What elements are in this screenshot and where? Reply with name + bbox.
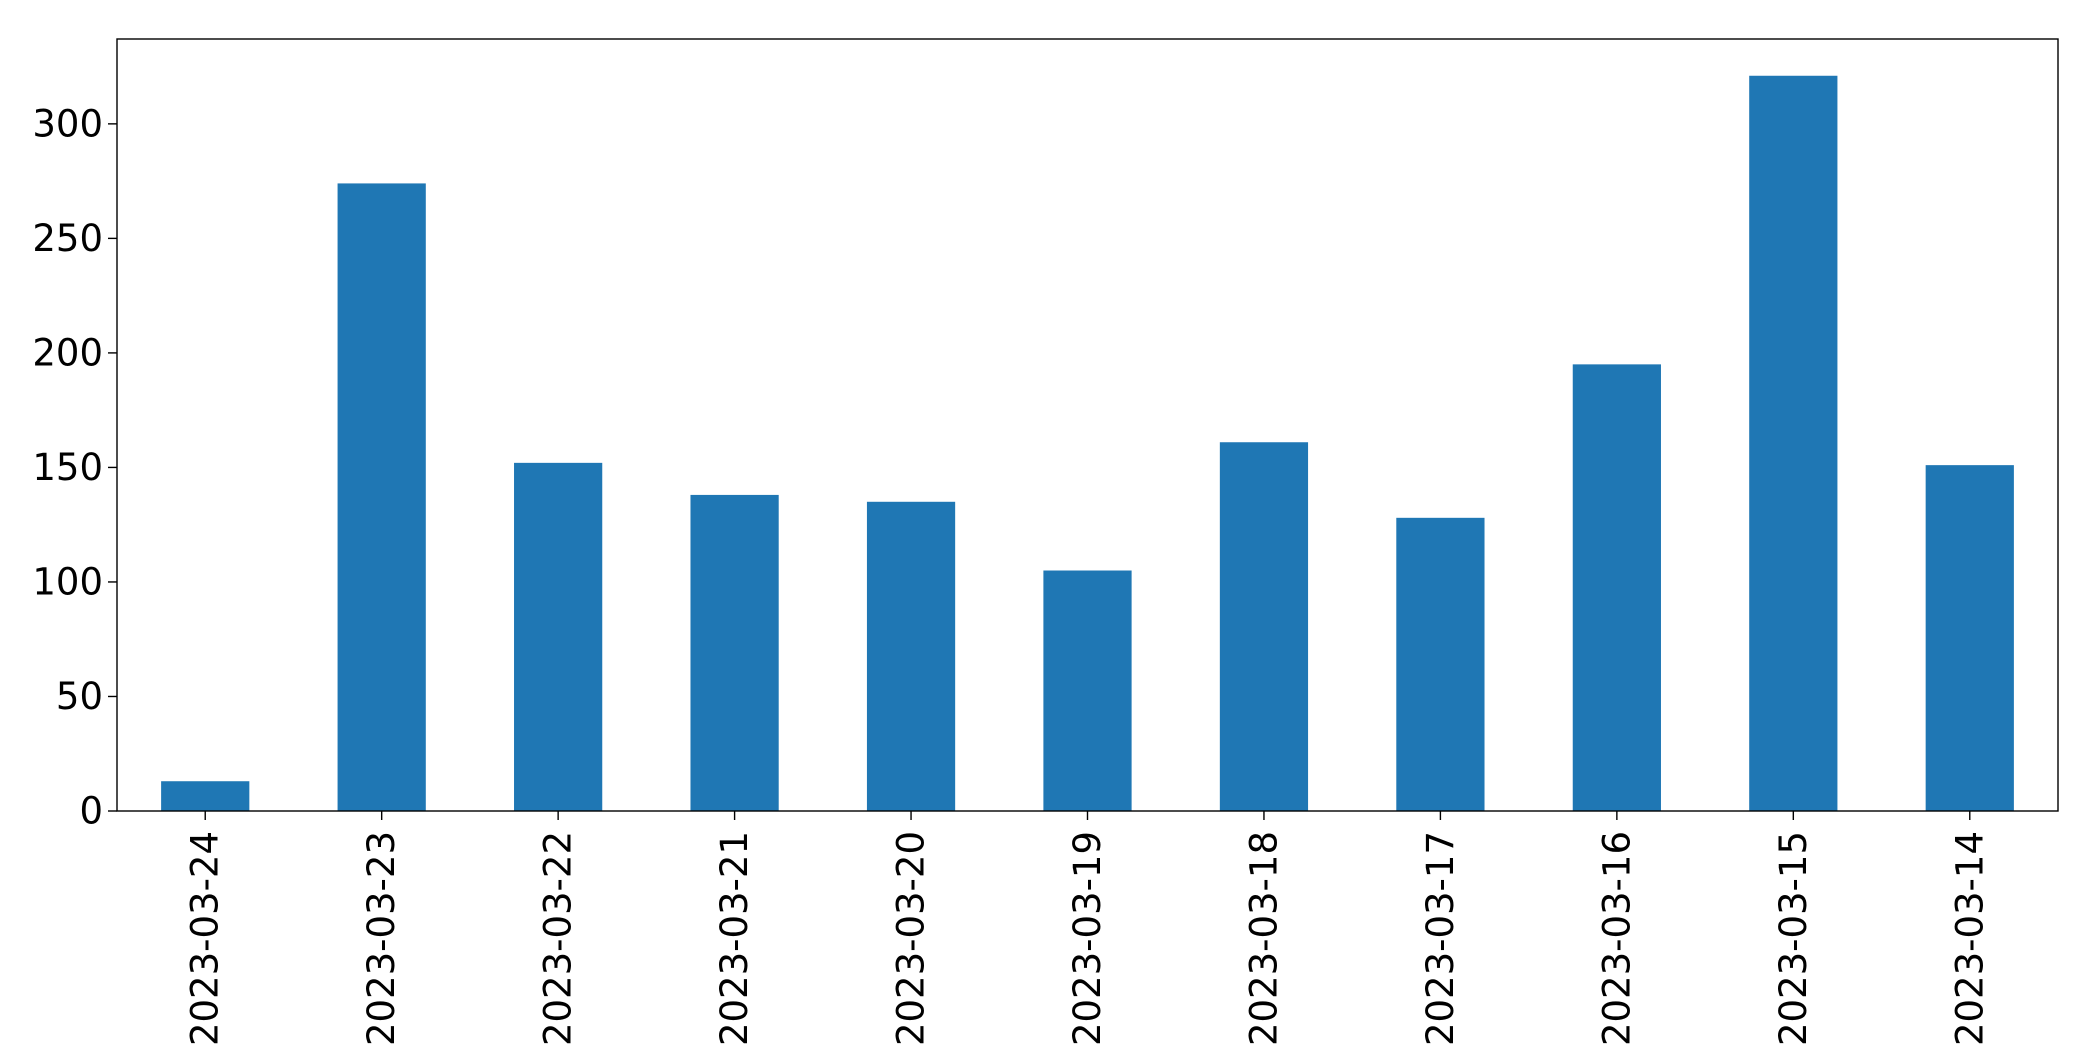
x-tick-label: 2023-03-24 [184, 831, 227, 1046]
bar-2023-03-20 [866, 501, 956, 811]
y-axis: 0 50 100 150 200 250 300 [32, 102, 117, 833]
x-tick-label: 2023-03-23 [360, 831, 403, 1046]
y-tick-label: 100 [32, 560, 103, 603]
bar-2023-03-22 [514, 462, 603, 811]
y-tick-label: 0 [79, 790, 103, 833]
x-axis: 2023-03-24 2023-03-23 2023-03-22 2023-03-21… [184, 811, 1991, 1046]
bar-2023-03-18 [1219, 442, 1309, 811]
x-tick-label: 2023-03-19 [1066, 831, 1109, 1046]
bar-2023-03-19 [1043, 570, 1132, 811]
x-tick-label: 2023-03-22 [537, 831, 580, 1046]
y-tick-label: 150 [32, 446, 103, 489]
bar-2023-03-17 [1396, 517, 1485, 811]
bar-2023-03-21 [690, 494, 779, 811]
bar-2023-03-16 [1572, 364, 1661, 811]
bar-2023-03-15 [1749, 75, 1838, 811]
bar-2023-03-14 [1925, 465, 2014, 811]
bar-2023-03-23 [337, 183, 426, 812]
y-tick-label: 300 [32, 102, 103, 145]
x-tick-label: 2023-03-18 [1242, 831, 1285, 1046]
x-tick-label: 2023-03-21 [713, 831, 756, 1046]
bars-layer [161, 75, 2014, 812]
y-tick-label: 50 [56, 675, 103, 718]
x-tick-label: 2023-03-17 [1419, 831, 1462, 1046]
y-tick-label: 250 [32, 217, 103, 260]
y-tick-label: 200 [32, 331, 103, 374]
x-tick-label: 2023-03-20 [890, 831, 933, 1046]
x-tick-label: 2023-03-16 [1595, 831, 1638, 1046]
x-tick-label: 2023-03-14 [1948, 831, 1991, 1046]
x-tick-label: 2023-03-15 [1772, 831, 1815, 1046]
bar-2023-03-24 [161, 781, 250, 811]
